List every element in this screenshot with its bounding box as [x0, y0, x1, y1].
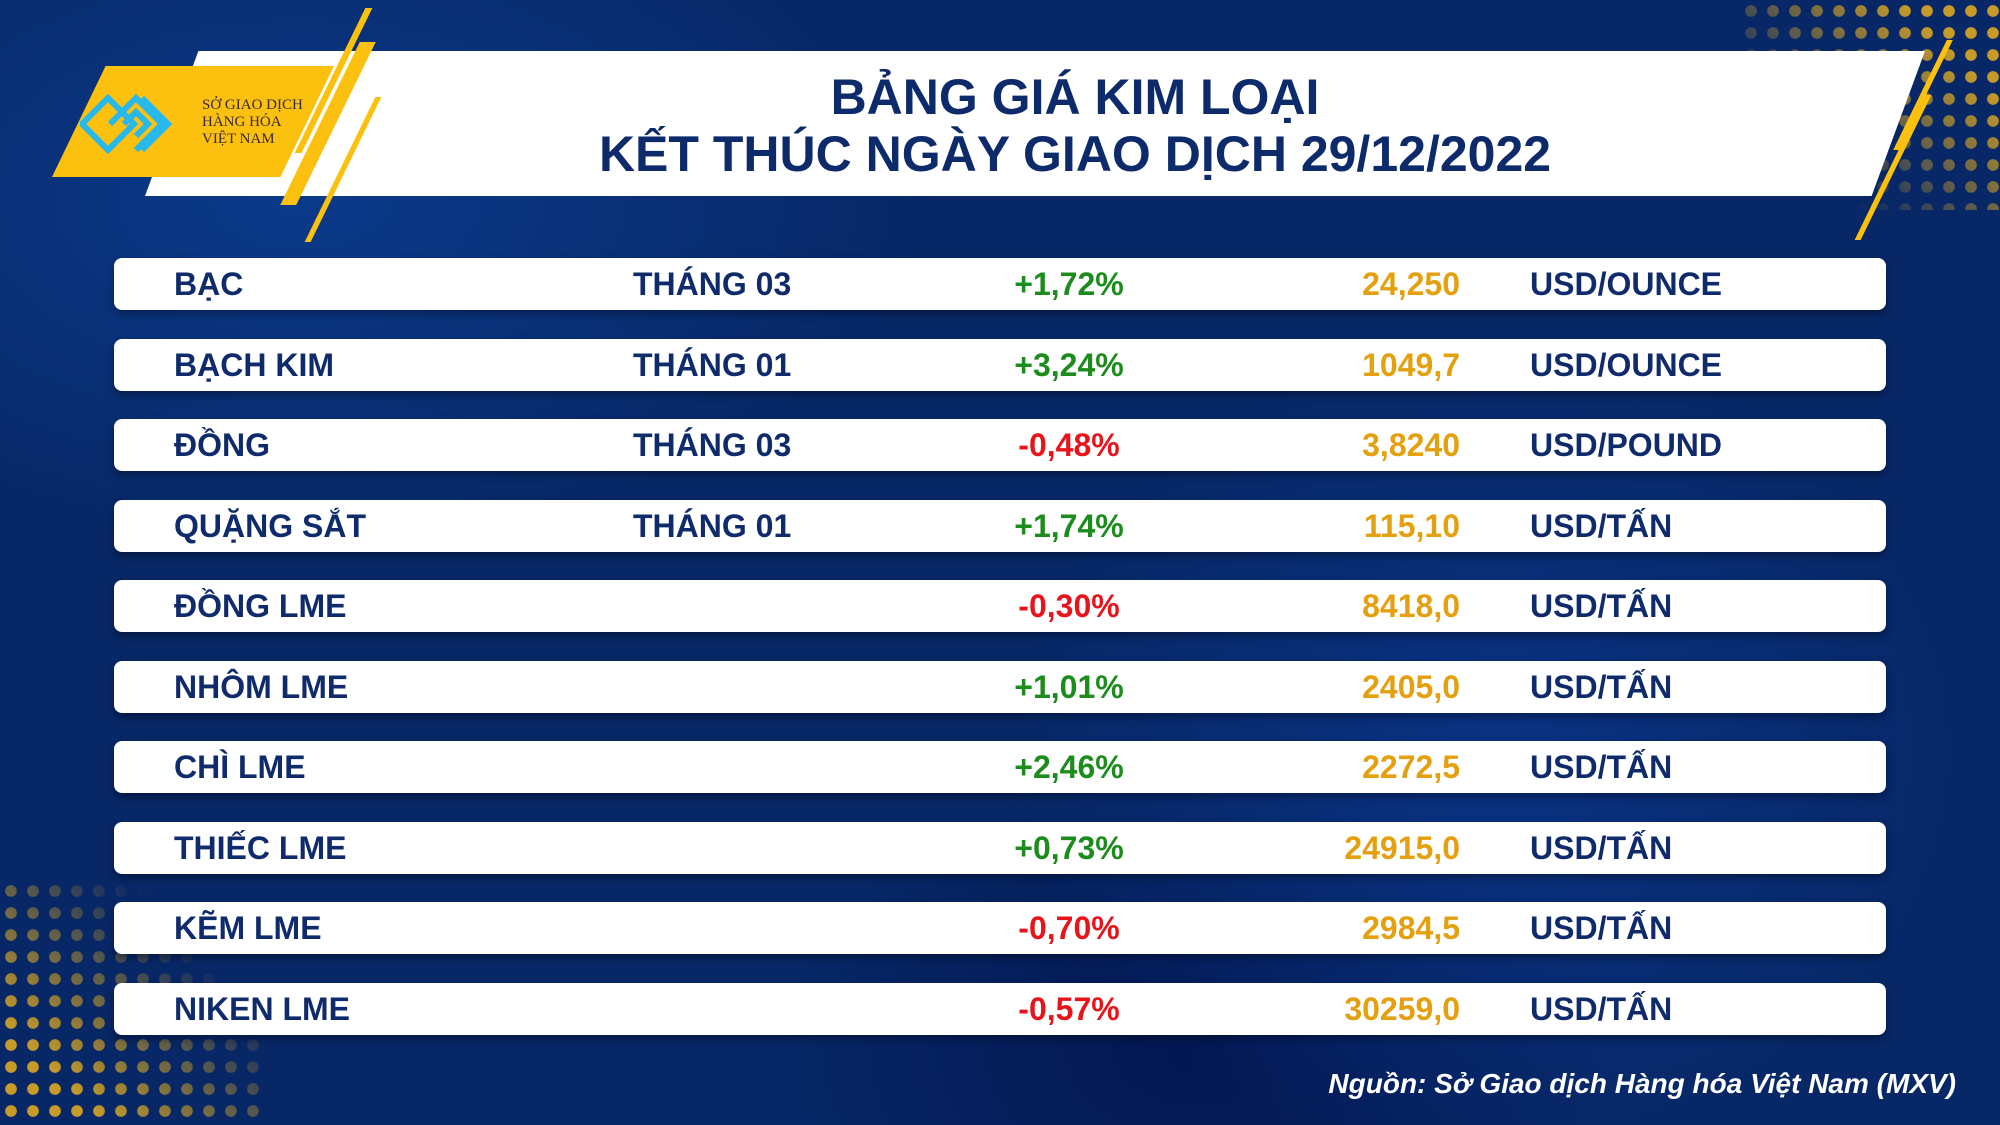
logo-text: SỞ GIAO DỊCH HÀNG HÓA VIỆT NAM: [202, 97, 303, 148]
table-row: ĐỒNG THÁNG 03 -0,48% 3,8240 USD/POUND: [114, 419, 1886, 471]
source-note: Nguồn: Sở Giao dịch Hàng hóa Việt Nam (M…: [1328, 1068, 1956, 1099]
table-row: NHÔM LME +1,01% 2405,0 USD/TẤN: [114, 661, 1886, 713]
logo-line: SỞ GIAO DỊCH: [202, 97, 303, 113]
price: 115,10: [1363, 508, 1460, 544]
table-row: NIKEN LME -0,57% 30259,0 USD/TẤN: [114, 983, 1886, 1035]
price: 2984,5: [1362, 910, 1460, 946]
percent-change: -0,48%: [1018, 427, 1120, 463]
table-row: BẠCH KIM THÁNG 01 +3,24% 1049,7 USD/OUNC…: [114, 339, 1886, 391]
logo-line: VIỆT NAM: [202, 131, 275, 147]
price: 8418,0: [1362, 588, 1460, 624]
price: 1049,7: [1362, 347, 1460, 383]
table-row: BẠC THÁNG 03 +1,72% 24,250 USD/OUNCE: [114, 258, 1886, 310]
table-row: CHÌ LME +2,46% 2272,5 USD/TẤN: [114, 741, 1886, 793]
metal-name: CHÌ LME: [174, 749, 306, 785]
unit: USD/TẤN: [1530, 669, 1673, 705]
metal-name: NIKEN LME: [174, 991, 350, 1027]
metal-name: BẠC: [174, 266, 244, 302]
price: 30259,0: [1344, 991, 1460, 1027]
unit: USD/OUNCE: [1530, 347, 1723, 383]
page-subtitle: KẾT THÚC NGÀY GIAO DỊCH 29/12/2022: [598, 126, 1552, 182]
metal-name: ĐỒNG: [174, 427, 270, 463]
mxv-logo-icon: [80, 94, 173, 154]
price: 24,250: [1362, 266, 1460, 302]
price: 24915,0: [1344, 830, 1460, 866]
contract-month: THÁNG 03: [633, 427, 792, 463]
contract-month: THÁNG 01: [633, 347, 792, 383]
percent-change: +3,24%: [1014, 347, 1124, 383]
unit: USD/TẤN: [1530, 508, 1673, 544]
percent-change: -0,70%: [1018, 910, 1120, 946]
percent-change: -0,30%: [1018, 588, 1120, 624]
table-row: KẼM LME -0,70% 2984,5 USD/TẤN: [114, 902, 1886, 954]
unit: USD/TẤN: [1530, 749, 1673, 785]
metal-name: BẠCH KIM: [174, 347, 334, 383]
price: 3,8240: [1362, 427, 1460, 463]
unit: USD/TẤN: [1530, 588, 1673, 624]
percent-change: +2,46%: [1014, 749, 1124, 785]
logo-line: HÀNG HÓA: [202, 114, 282, 130]
unit: USD/TẤN: [1530, 991, 1673, 1027]
unit: USD/OUNCE: [1530, 266, 1723, 302]
percent-change: +1,01%: [1014, 669, 1124, 705]
unit: USD/TẤN: [1530, 910, 1673, 946]
metal-name: ĐỒNG LME: [174, 588, 347, 624]
percent-change: +0,73%: [1014, 830, 1124, 866]
metal-name: NHÔM LME: [174, 669, 349, 705]
percent-change: -0,57%: [1018, 991, 1120, 1027]
logo: [52, 66, 334, 177]
metal-name: QUẶNG SẮT: [174, 508, 366, 544]
metal-name: THIẾC LME: [174, 830, 347, 866]
table-row: QUẶNG SẮT THÁNG 01 +1,74% 115,10 USD/TẤN: [114, 500, 1886, 552]
percent-change: +1,72%: [1014, 266, 1124, 302]
title-banner: [145, 51, 1925, 196]
metal-name: KẼM LME: [174, 910, 322, 946]
table-row: ĐỒNG LME -0,30% 8418,0 USD/TẤN: [114, 580, 1886, 632]
contract-month: THÁNG 03: [633, 266, 792, 302]
contract-month: THÁNG 01: [633, 508, 792, 544]
page-title: BẢNG GIÁ KIM LOẠI: [830, 69, 1320, 125]
unit: USD/POUND: [1530, 427, 1723, 463]
price: 2405,0: [1362, 669, 1460, 705]
price: 2272,5: [1362, 749, 1460, 785]
unit: USD/TẤN: [1530, 830, 1673, 866]
table-row: THIẾC LME +0,73% 24915,0 USD/TẤN: [114, 822, 1886, 874]
percent-change: +1,74%: [1014, 508, 1124, 544]
